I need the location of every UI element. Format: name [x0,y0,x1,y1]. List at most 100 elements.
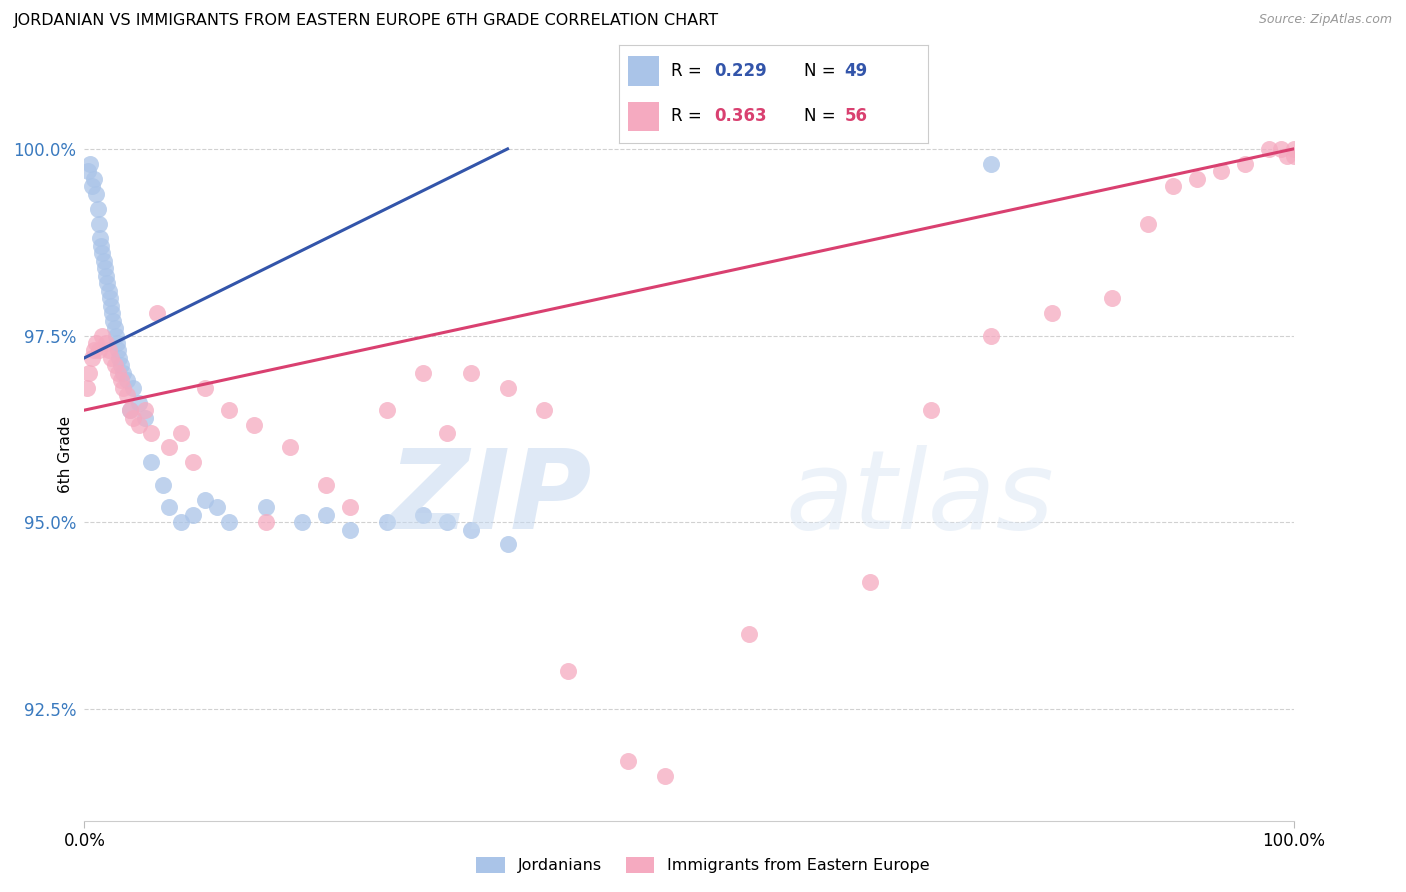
Point [254,515,277,529]
Text: N =: N = [804,62,841,80]
Point [1209,164,1232,178]
Point [97,343,120,358]
Point [77,366,100,380]
Point [1137,217,1160,231]
Point [134,410,156,425]
Text: atlas: atlas [786,445,1054,552]
Point [738,627,761,641]
FancyBboxPatch shape [628,56,659,86]
Point [218,403,240,417]
Point [170,515,193,529]
Point [97,284,120,298]
Point [339,500,361,515]
Point [1258,142,1281,156]
Point [1101,291,1123,305]
Point [89,231,111,245]
Point [412,366,434,380]
Point [436,425,458,440]
Point [315,508,337,522]
Point [194,492,217,507]
Point [86,335,108,350]
Point [80,179,103,194]
Point [1185,171,1208,186]
Point [98,291,121,305]
Point [139,455,162,469]
Text: 0.229: 0.229 [714,62,768,80]
Point [87,217,110,231]
Point [105,335,128,350]
Point [139,425,162,440]
Text: 56: 56 [845,107,868,125]
Point [104,328,127,343]
Point [120,403,142,417]
Point [254,500,277,515]
Point [121,410,143,425]
Point [83,171,105,186]
Point [91,246,114,260]
Point [1161,179,1184,194]
Point [100,351,122,365]
Point [121,381,143,395]
Y-axis label: 6th Grade: 6th Grade [0,417,1,493]
Point [115,373,138,387]
Text: Source: ZipAtlas.com: Source: ZipAtlas.com [1258,13,1392,27]
Point [181,508,204,522]
Point [100,299,122,313]
Point [980,328,1002,343]
Text: R =: R = [671,62,707,80]
Point [76,381,98,395]
Point [859,574,882,589]
Point [96,277,118,291]
Point [110,373,132,387]
Point [87,343,110,358]
Point [194,381,217,395]
Point [112,366,135,380]
Point [104,321,127,335]
Point [654,769,676,783]
Point [104,359,127,373]
FancyBboxPatch shape [628,102,659,131]
Point [980,157,1002,171]
Point [460,523,482,537]
Point [375,515,398,529]
Point [157,441,180,455]
Point [128,395,150,409]
Point [107,343,129,358]
Point [80,351,103,365]
Point [86,186,108,201]
Point [436,515,458,529]
Point [557,665,579,679]
Point [181,455,204,469]
Point [617,754,640,768]
Point [93,253,115,268]
Text: ZIP: ZIP [388,445,592,552]
Point [920,403,942,417]
Point [1282,149,1305,163]
Point [94,335,117,350]
Point [460,366,482,380]
Point [339,523,361,537]
Point [1277,149,1299,163]
Point [1234,157,1257,171]
Text: R =: R = [671,107,707,125]
Text: 0.363: 0.363 [714,107,768,125]
Point [101,306,124,320]
Point [291,515,314,529]
Point [207,500,229,515]
Point [83,343,105,358]
Point [375,403,398,417]
Point [94,261,117,276]
Point [110,359,132,373]
Point [134,403,156,417]
Point [496,381,519,395]
Point [315,477,337,491]
Point [90,239,112,253]
Point [242,418,264,433]
Point [146,306,169,320]
Point [218,515,240,529]
Point [157,500,180,515]
Point [128,418,150,433]
Point [496,537,519,551]
Point [1040,306,1063,320]
Point [152,477,174,491]
